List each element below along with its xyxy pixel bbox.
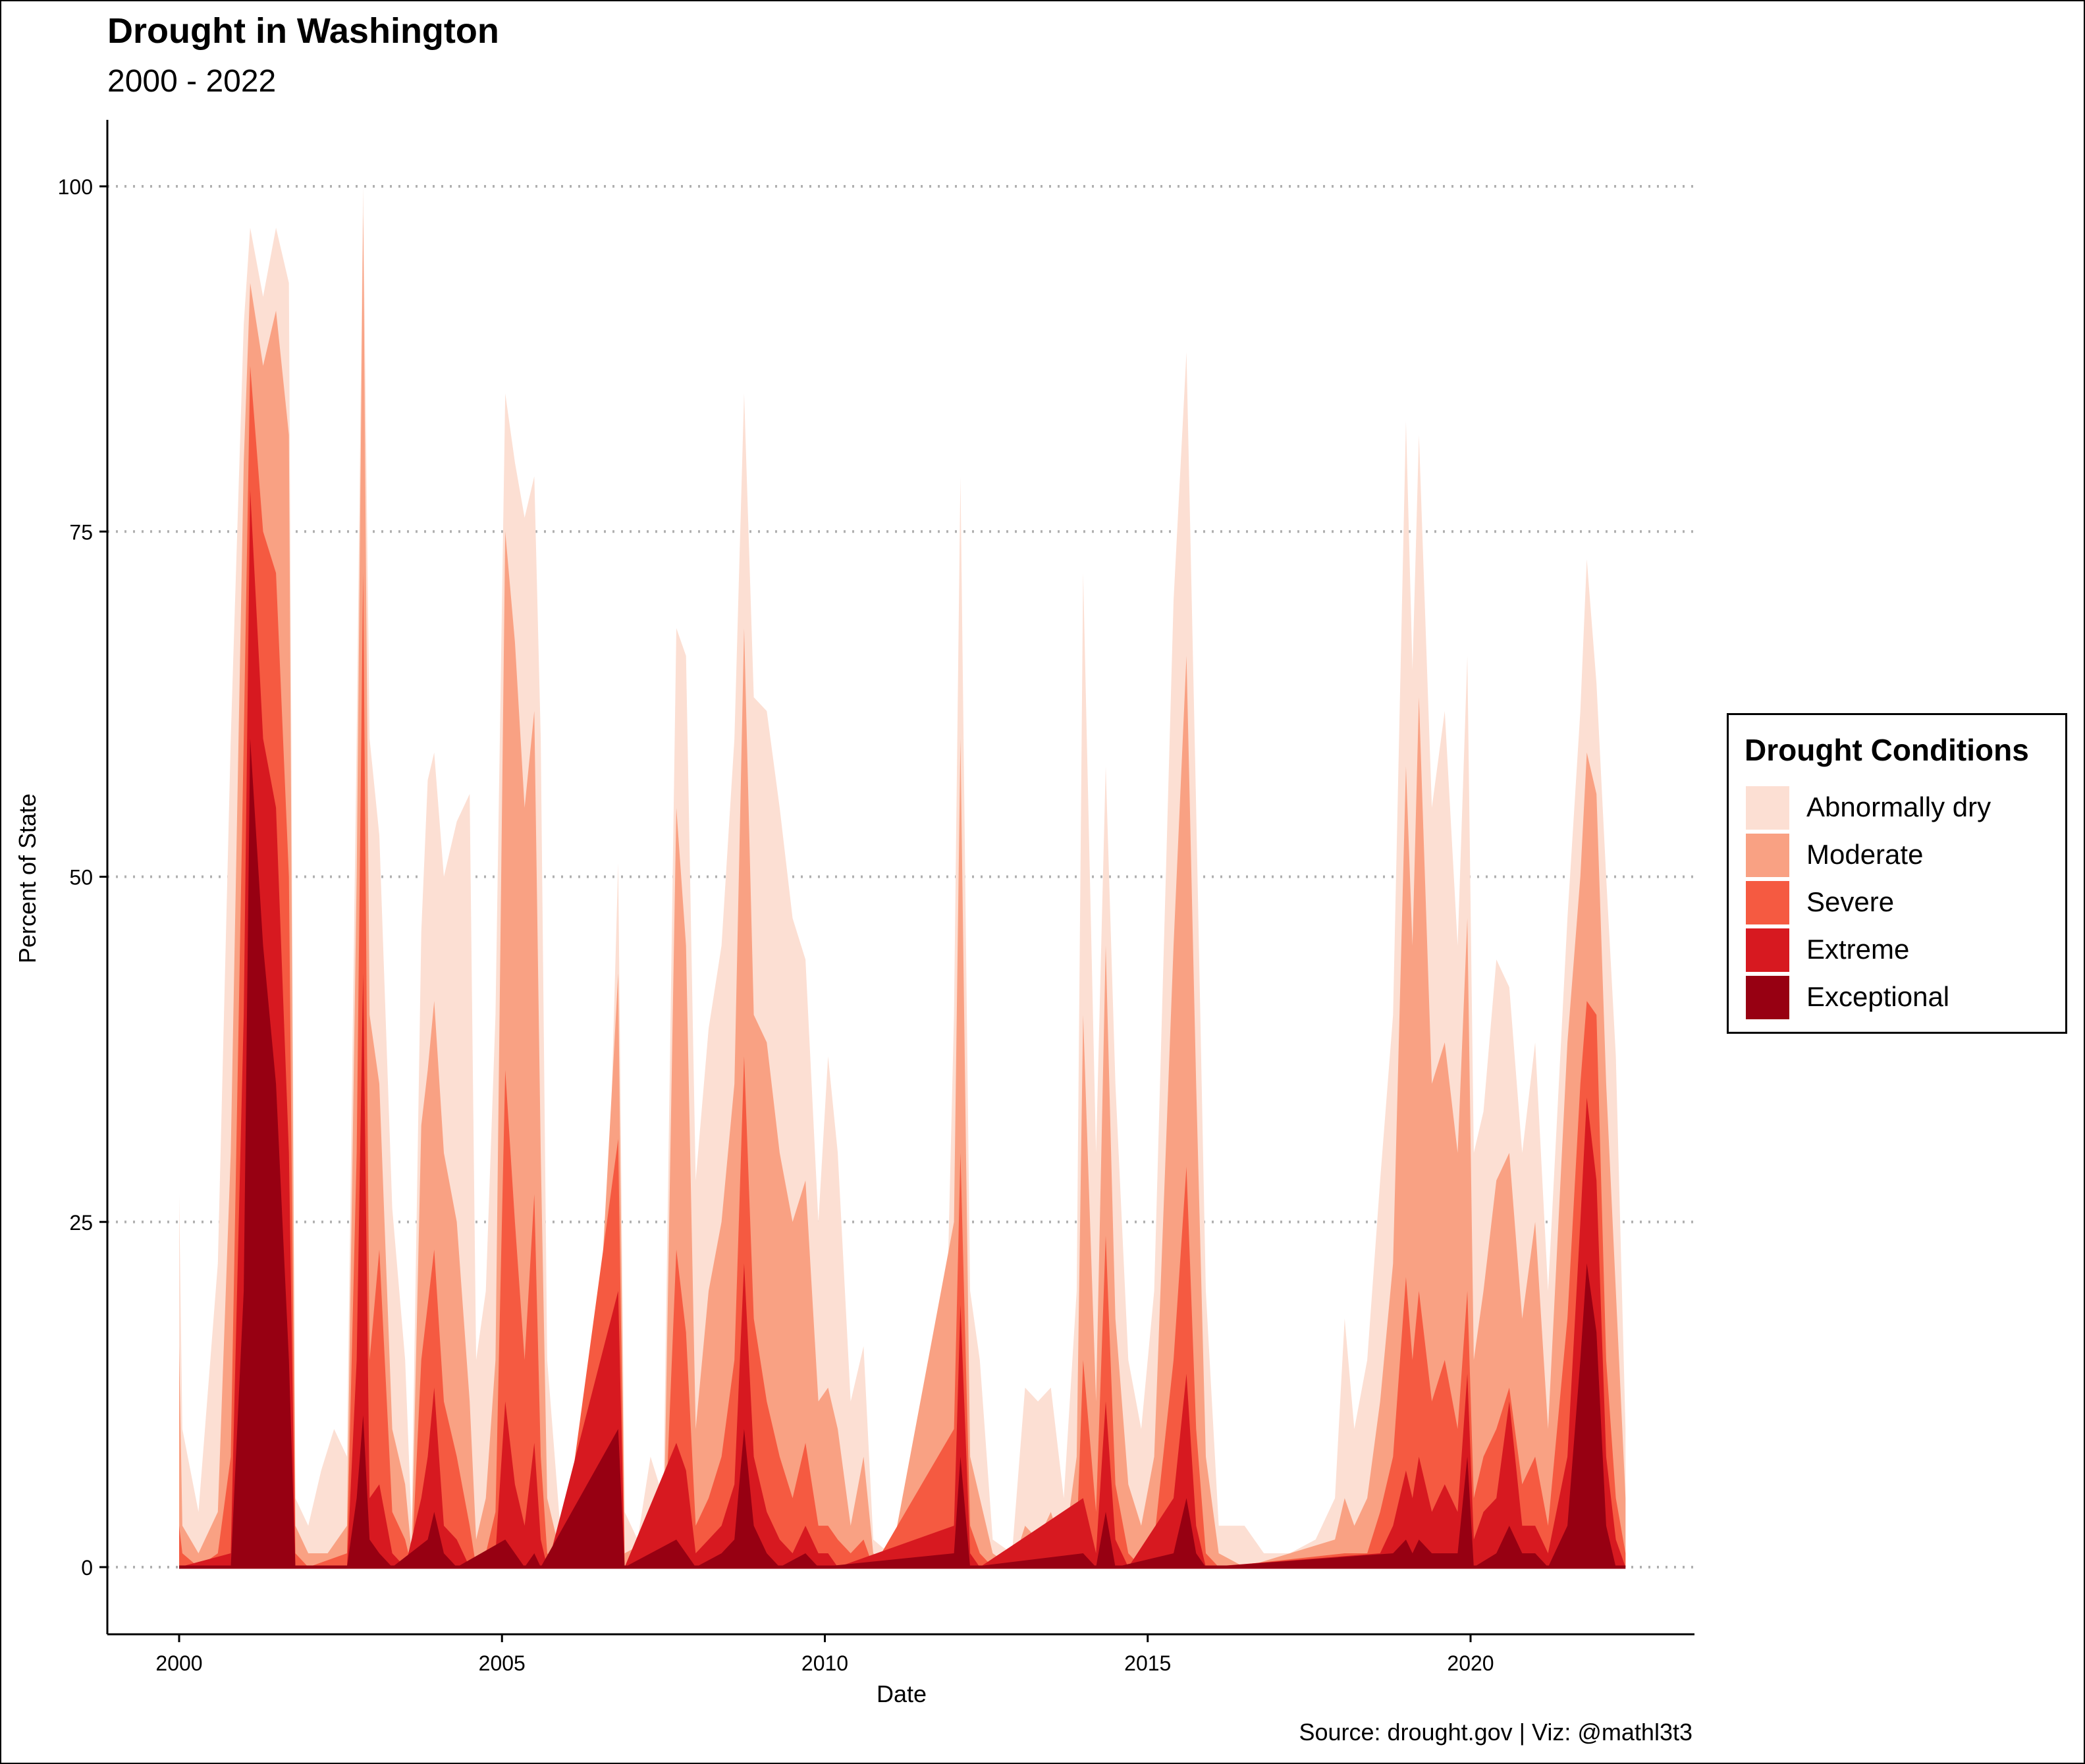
y-tick-label: 50 xyxy=(69,866,93,890)
x-tick-label: 2010 xyxy=(801,1651,848,1675)
area-moderate xyxy=(179,213,1626,1568)
legend-label: Exceptional xyxy=(1806,981,1950,1012)
x-tick-label: 2015 xyxy=(1124,1651,1171,1675)
legend-swatch-severe xyxy=(1746,881,1789,924)
y-axis-label: Percent of State xyxy=(14,793,41,963)
drought-areas xyxy=(179,186,1626,1569)
x-tick-label: 2005 xyxy=(479,1651,526,1675)
legend-title: Drought Conditions xyxy=(1745,733,2029,767)
source-caption: Source: drought.gov | Viz: @mathl3t3 xyxy=(1299,1719,1692,1746)
legend-item-extreme: Extreme xyxy=(1746,928,2055,976)
legend-swatch-abnormally-dry xyxy=(1746,786,1789,830)
chart-title: Drought in Washington xyxy=(107,11,499,51)
x-tick-label: 2000 xyxy=(155,1651,202,1675)
legend-swatch-extreme xyxy=(1746,928,1789,972)
x-tick-label: 2020 xyxy=(1447,1651,1494,1675)
tick-labels: 0 25 50 75 100 2000 2005 2010 2015 2020 xyxy=(58,175,1494,1675)
chart-subtitle: 2000 - 2022 xyxy=(107,64,277,99)
legend-label: Moderate xyxy=(1806,839,1924,870)
legend-item-severe: Severe xyxy=(1746,881,2055,928)
legend-label: Abnormally dry xyxy=(1806,791,1991,822)
x-axis-label: Date xyxy=(877,1680,927,1707)
axes xyxy=(99,120,1694,1642)
y-tick-label: 100 xyxy=(58,175,93,199)
legend-item-exceptional: Exceptional xyxy=(1746,976,2055,1023)
legend-item-abnormally-dry: Abnormally dry xyxy=(1746,786,2055,834)
legend-swatch-moderate xyxy=(1746,834,1789,877)
legend: Drought Conditions Abnormally dry Modera… xyxy=(1727,713,2067,1034)
legend-swatch-exceptional xyxy=(1746,976,1789,1019)
y-tick-label: 75 xyxy=(69,520,93,544)
legend-label: Severe xyxy=(1806,886,1895,917)
y-tick-label: 25 xyxy=(69,1211,93,1235)
legend-label: Extreme xyxy=(1806,934,1910,965)
legend-item-moderate: Moderate xyxy=(1746,834,2055,881)
y-tick-label: 0 xyxy=(81,1556,93,1580)
